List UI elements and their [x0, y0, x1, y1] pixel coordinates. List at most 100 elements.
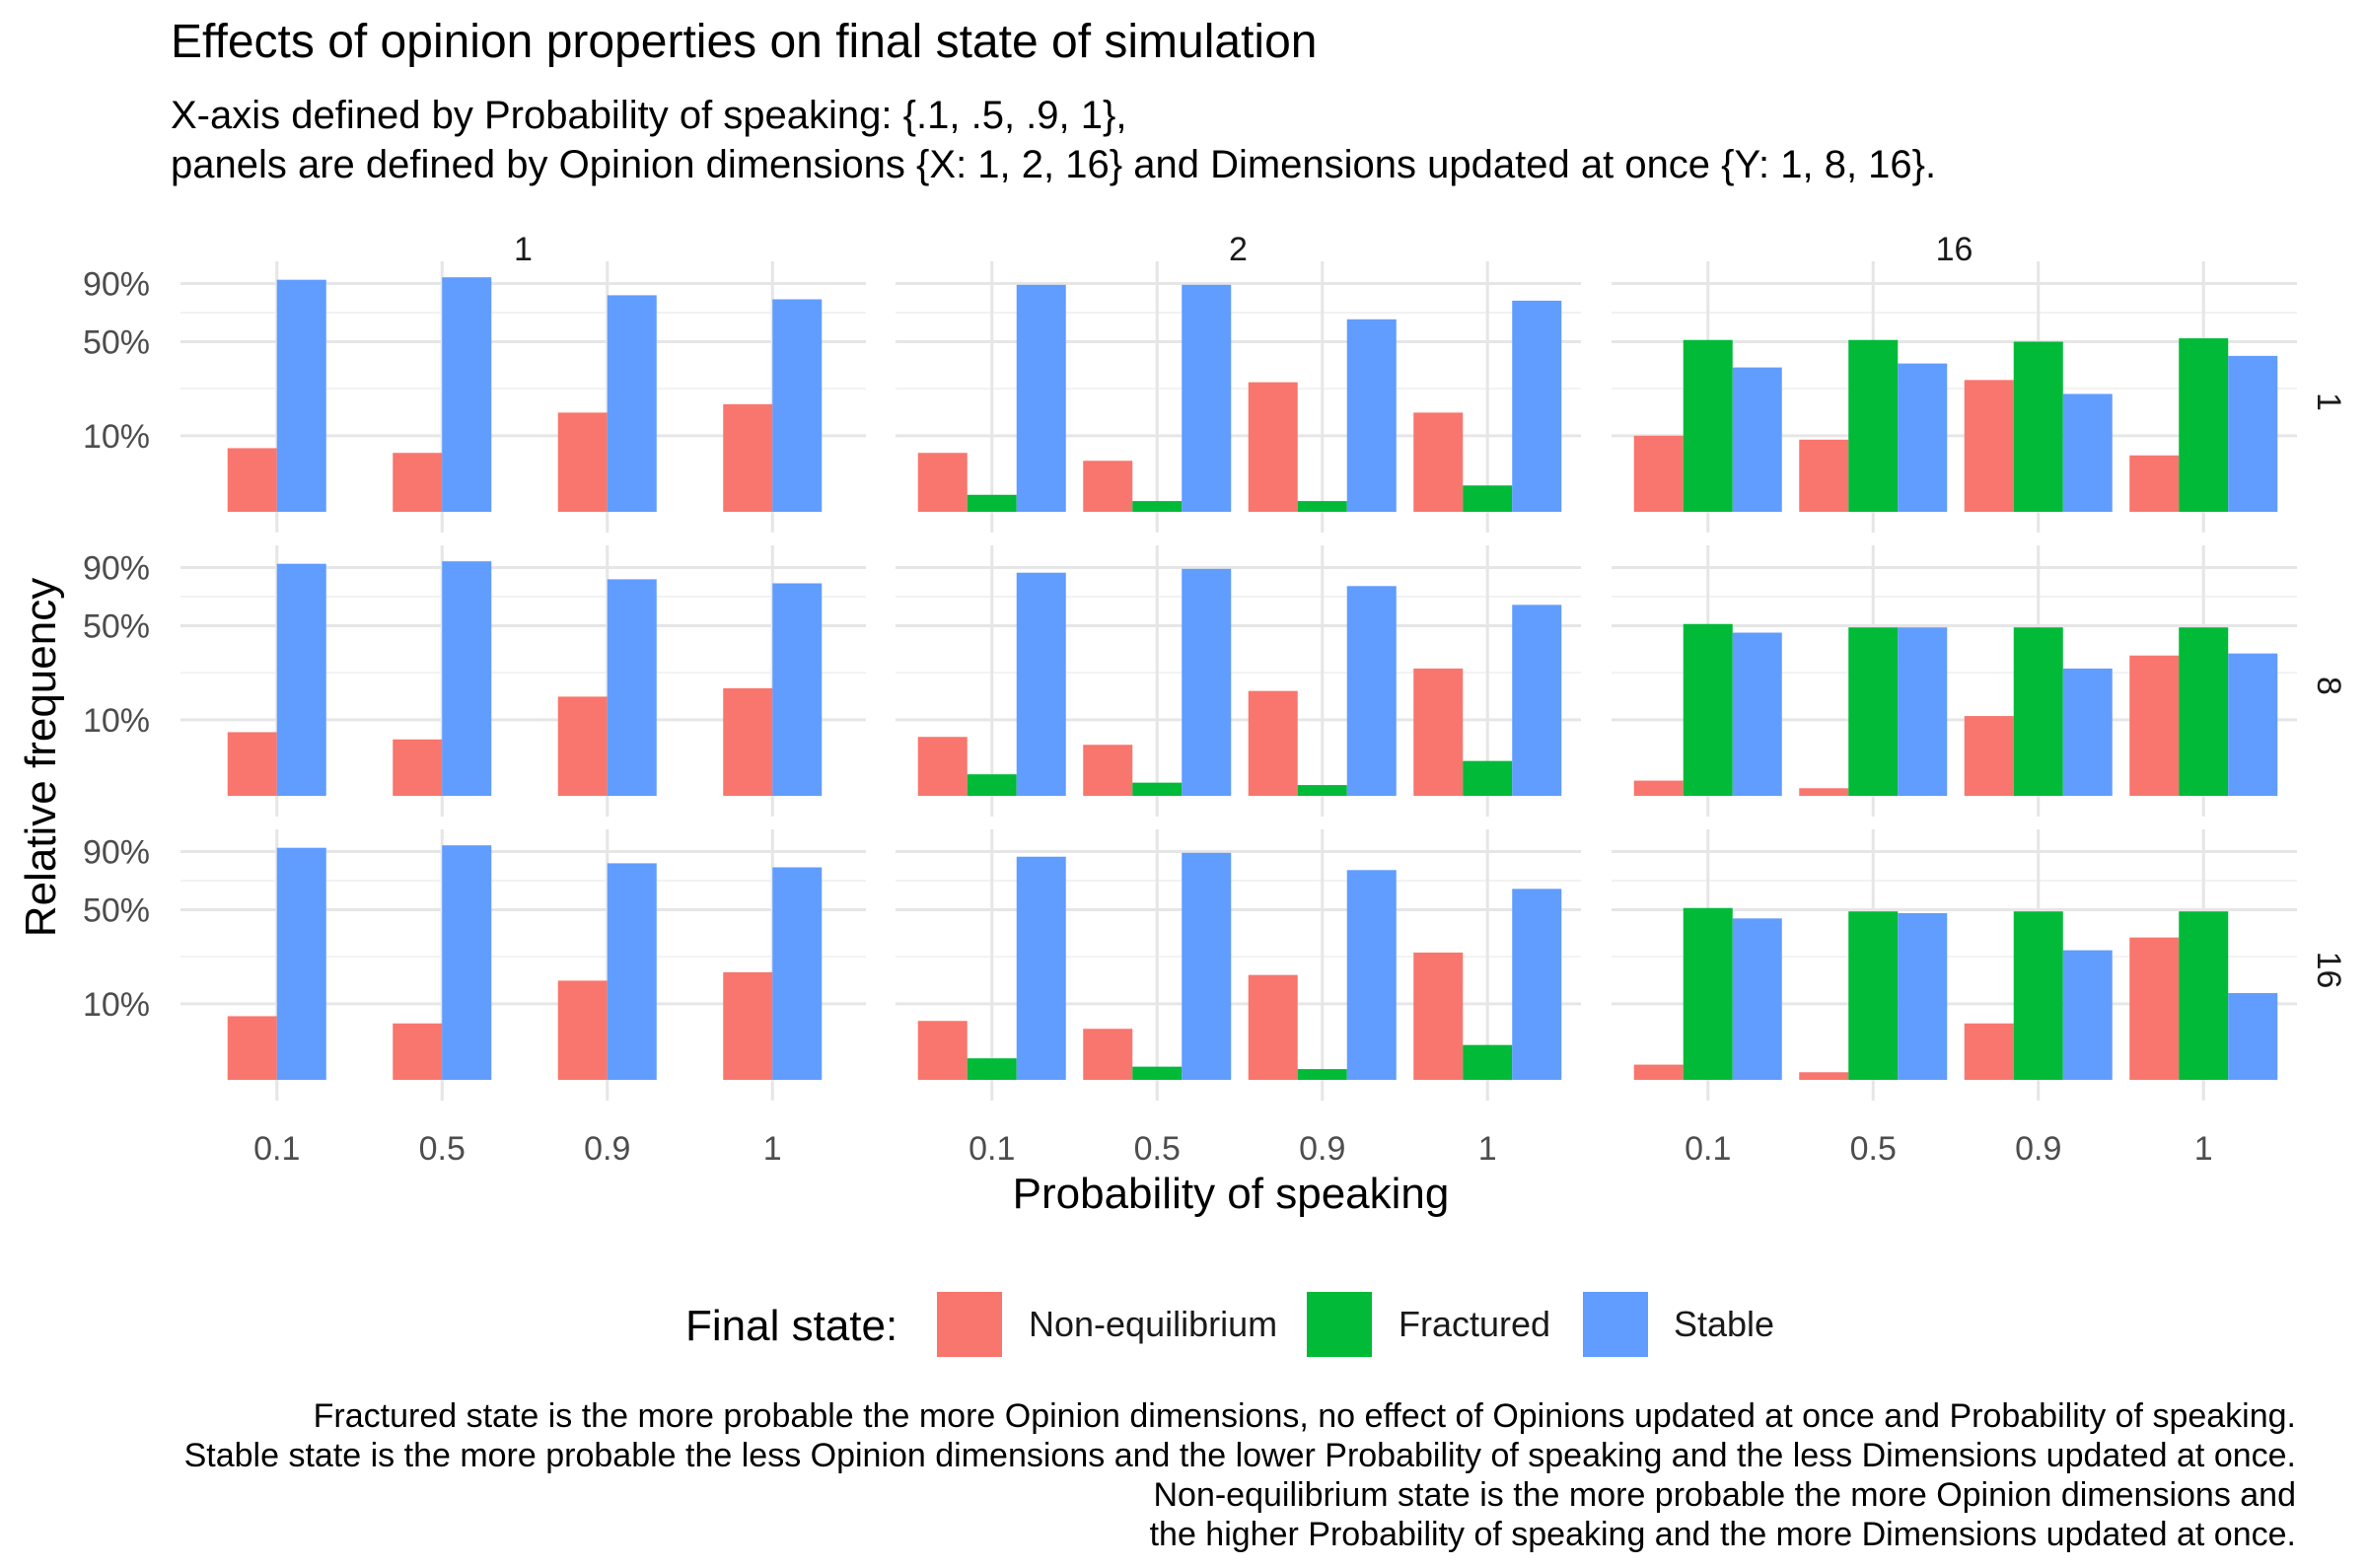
bar-stable-row16-col16-x1 — [2228, 993, 2278, 1080]
x-tick-label-col1-0-1: 0.1 — [253, 1130, 300, 1168]
bar-non-equilibrium-row8-col1-x0-1 — [227, 732, 277, 796]
legend-swatch-fractured — [1307, 1292, 1372, 1357]
x-tick-label-col16-0-9: 0.9 — [2015, 1130, 2061, 1168]
bar-non-equilibrium-row8-col16-x0-1 — [1633, 780, 1684, 796]
bar-non-equilibrium-row1-col1-x1 — [723, 403, 773, 512]
bar-non-equilibrium-row1-col2-x1 — [1413, 412, 1464, 512]
x-tick-label-col2-1: 1 — [1478, 1130, 1497, 1168]
bar-non-equilibrium-row16-col16-x0-1 — [1633, 1064, 1684, 1080]
bar-stable-row8-col16-x1 — [2228, 653, 2278, 796]
bar-non-equilibrium-row8-col2-x0-5 — [1083, 745, 1133, 796]
bar-stable-row8-col2-x1 — [1512, 605, 1562, 796]
x-tick-label-col1-0-5: 0.5 — [419, 1130, 466, 1168]
facet-col-label-1: 1 — [514, 231, 533, 268]
bar-non-equilibrium-row1-col1-x0-5 — [393, 453, 443, 512]
y-tick-label-row8-90-: 90% — [83, 550, 150, 588]
bar-fractured-row16-col2-x0-9 — [1297, 1069, 1347, 1080]
bar-fractured-row1-col16-x0-5 — [1848, 339, 1899, 512]
bar-stable-row8-col1-x0-9 — [607, 579, 657, 796]
y-tick-label-row8-50-: 50% — [83, 607, 150, 645]
bar-fractured-row1-col16-x1 — [2179, 338, 2229, 512]
bar-stable-row8-col1-x1 — [772, 583, 823, 796]
bar-fractured-row16-col2-x1 — [1463, 1044, 1513, 1080]
legend-label-stable: Stable — [1674, 1304, 1774, 1344]
facet-row-label-8: 8 — [2310, 677, 2347, 695]
caption: Fractured state is the more probable the… — [184, 1397, 2296, 1553]
bar-fractured-row1-col16-x0-9 — [2013, 341, 2063, 512]
bar-stable-row16-col16-x0-1 — [1732, 918, 1782, 1080]
x-tick-label-col1-0-9: 0.9 — [584, 1130, 630, 1168]
legend-swatch-stable — [1583, 1292, 1648, 1357]
bar-stable-row1-col2-x0-1 — [1016, 284, 1066, 512]
bar-non-equilibrium-row1-col2-x0-1 — [917, 453, 968, 512]
bar-stable-row1-col2-x1 — [1512, 300, 1562, 512]
bar-non-equilibrium-row8-col2-x0-1 — [917, 737, 968, 796]
x-tick-label-col2-0-5: 0.5 — [1134, 1130, 1181, 1168]
legend: Final state: Non-equilibrium Fractured S… — [685, 1292, 1774, 1357]
bar-fractured-row8-col16-x0-9 — [2013, 627, 2063, 796]
caption-line-1: Fractured state is the more probable the… — [314, 1397, 2296, 1435]
bar-non-equilibrium-row1-col1-x0-1 — [227, 448, 277, 512]
bar-non-equilibrium-row1-col2-x0-5 — [1083, 461, 1133, 512]
caption-line-3: Non-equilibrium state is the more probab… — [1153, 1476, 2296, 1514]
y-axis-title: Relative frequency — [17, 578, 65, 937]
y-tick-label-row8-10-: 10% — [83, 702, 150, 740]
bar-stable-row16-col2-x0-1 — [1016, 856, 1066, 1080]
bar-fractured-row1-col2-x0-1 — [967, 494, 1017, 512]
bar-fractured-row1-col2-x0-5 — [1132, 501, 1183, 512]
legend-label-fractured: Fractured — [1399, 1304, 1550, 1344]
bar-fractured-row8-col16-x0-5 — [1848, 627, 1899, 796]
chart-subtitle-line-2: panels are defined by Opinion dimensions… — [171, 143, 1936, 186]
y-tick-label-row16-90-: 90% — [83, 834, 150, 872]
bar-non-equilibrium-row1-col16-x0-5 — [1799, 439, 1849, 512]
caption-line-4: the higher Probability of speaking and t… — [1150, 1516, 2296, 1553]
bar-stable-row16-col2-x0-9 — [1346, 870, 1397, 1080]
bar-stable-row8-col2-x0-9 — [1346, 586, 1397, 796]
bar-stable-row8-col16-x0-9 — [2062, 668, 2113, 796]
bar-stable-row8-col16-x0-1 — [1732, 632, 1782, 796]
bar-fractured-row16-col2-x0-5 — [1132, 1066, 1183, 1080]
bar-non-equilibrium-row1-col16-x0-1 — [1633, 435, 1684, 512]
x-tick-label-col16-0-1: 0.1 — [1685, 1130, 1731, 1168]
bar-stable-row1-col16-x0-9 — [2062, 393, 2113, 512]
bar-stable-row16-col1-x0-5 — [442, 845, 492, 1080]
bar-non-equilibrium-row8-col16-x0-5 — [1799, 788, 1849, 796]
bar-non-equilibrium-row16-col1-x0-5 — [393, 1023, 443, 1080]
caption-line-2: Stable state is the more probable the le… — [184, 1437, 2296, 1474]
bar-non-equilibrium-row16-col2-x0-1 — [917, 1021, 968, 1080]
bar-non-equilibrium-row1-col16-x1 — [2129, 455, 2180, 512]
bar-stable-row1-col1-x0-5 — [442, 277, 492, 512]
bar-stable-row1-col16-x0-1 — [1732, 367, 1782, 512]
bar-fractured-row8-col2-x0-1 — [967, 774, 1017, 796]
bar-stable-row1-col16-x1 — [2228, 355, 2278, 512]
bar-non-equilibrium-row8-col1-x0-5 — [393, 739, 443, 796]
bar-stable-row8-col1-x0-5 — [442, 561, 492, 796]
bar-stable-row8-col2-x0-1 — [1016, 572, 1066, 796]
bar-non-equilibrium-row16-col16-x0-5 — [1799, 1072, 1849, 1080]
bar-non-equilibrium-row16-col1-x0-1 — [227, 1016, 277, 1080]
bar-non-equilibrium-row8-col16-x0-9 — [1964, 716, 2014, 796]
bar-non-equilibrium-row16-col16-x0-9 — [1964, 1023, 2014, 1080]
bar-non-equilibrium-row16-col2-x1 — [1413, 952, 1464, 1080]
x-tick-label-col2-0-1: 0.1 — [968, 1130, 1015, 1168]
y-tick-label-row16-10-: 10% — [83, 986, 150, 1024]
y-tick-label-row16-50-: 50% — [83, 891, 150, 929]
bar-fractured-row8-col16-x1 — [2179, 627, 2229, 796]
bar-fractured-row8-col2-x0-9 — [1297, 785, 1347, 796]
bar-fractured-row1-col2-x1 — [1463, 485, 1513, 512]
bar-fractured-row1-col16-x0-1 — [1683, 339, 1733, 512]
bar-non-equilibrium-row16-col2-x0-9 — [1248, 974, 1298, 1080]
legend-label-non-equilibrium: Non-equilibrium — [1029, 1304, 1277, 1344]
bar-stable-row1-col1-x0-9 — [607, 295, 657, 512]
bar-fractured-row16-col16-x0-1 — [1683, 907, 1733, 1080]
bar-fractured-row16-col16-x0-9 — [2013, 911, 2063, 1080]
bar-non-equilibrium-row8-col2-x0-9 — [1248, 690, 1298, 796]
y-tick-label-row1-10-: 10% — [83, 418, 150, 456]
bar-stable-row1-col2-x0-9 — [1346, 319, 1397, 512]
x-tick-label-col2-0-9: 0.9 — [1299, 1130, 1345, 1168]
facet-row-label-16: 16 — [2310, 952, 2347, 989]
bar-non-equilibrium-row8-col1-x1 — [723, 687, 773, 796]
panels-layer: 10% 50% 90% 10% 50% 90% 10% 50% 90% 0.1 0.5 0.9 1 0.1… — [83, 231, 2347, 1168]
bar-non-equilibrium-row16-col2-x0-5 — [1083, 1029, 1133, 1080]
